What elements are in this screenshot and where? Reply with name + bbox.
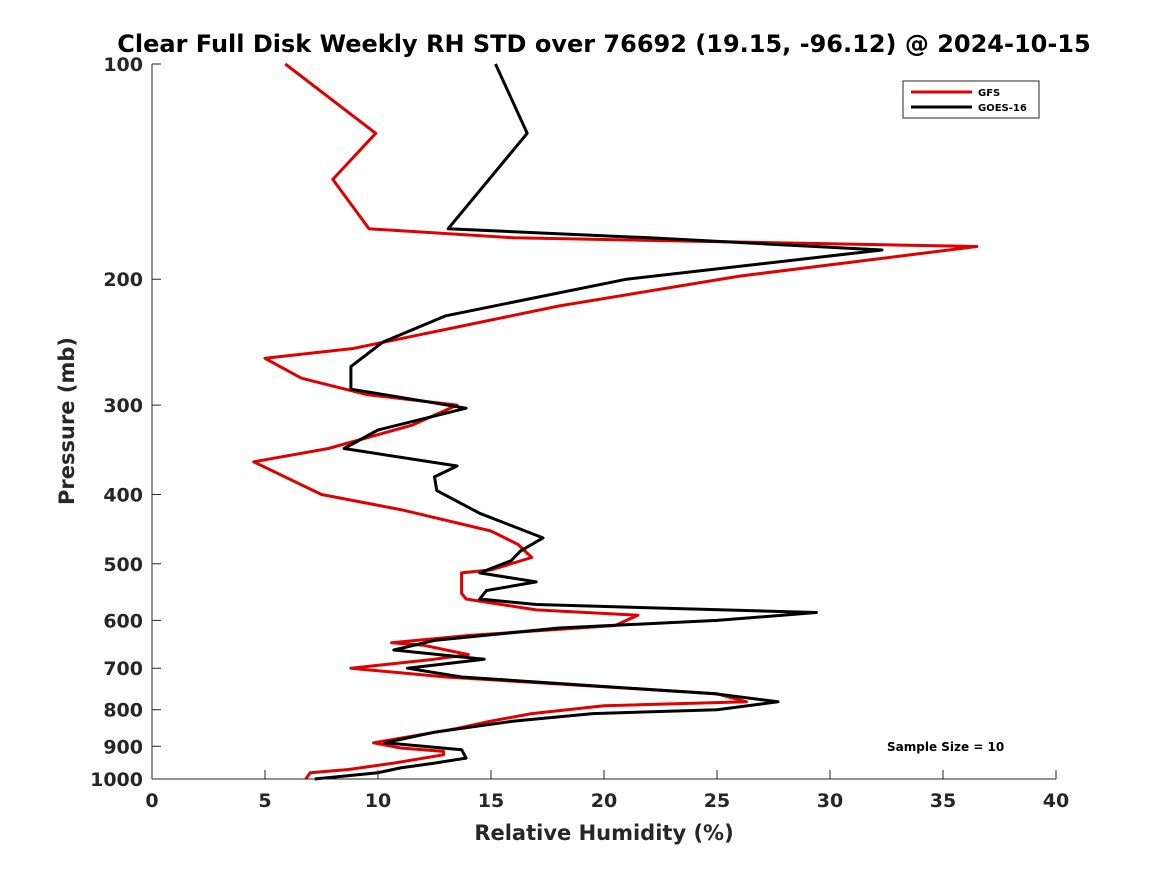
x-tick-label: 40 [1043, 790, 1069, 812]
x-ticks: 0 5 10 15 20 25 30 35 40 [145, 770, 1069, 812]
x-tick-label: 5 [258, 790, 271, 812]
x-tick-label: 15 [478, 790, 504, 812]
x-tick-label: 30 [817, 790, 843, 812]
legend: GFS GOES-16 [902, 80, 1040, 119]
x-tick-label: 35 [930, 790, 956, 812]
legend-label-gfs: GFS [978, 88, 1000, 99]
x-tick-label: 10 [365, 790, 391, 812]
series-layer [252, 62, 979, 781]
legend-box [902, 80, 1040, 119]
y-tick-label: 500 [103, 554, 143, 576]
sample-size-annotation: Sample Size = 10 [887, 740, 1004, 754]
y-tick-label: 600 [103, 610, 143, 632]
y-tick-label: 700 [103, 658, 143, 680]
x-axis-label: Relative Humidity (%) [474, 821, 733, 845]
y-ticks: 100 200 300 400 500 600 700 800 900 1000 [90, 54, 161, 791]
series-line-goes16 [314, 63, 884, 781]
y-tick-label: 1000 [90, 769, 143, 791]
chart-title: Clear Full Disk Weekly RH STD over 76692… [117, 30, 1090, 58]
x-tick-label: 0 [145, 790, 158, 812]
legend-label-goes16: GOES-16 [978, 103, 1027, 114]
x-tick-label: 25 [704, 790, 730, 812]
y-tick-label: 200 [103, 269, 143, 291]
y-tick-label: 400 [103, 484, 143, 506]
x-tick-label: 20 [591, 790, 617, 812]
y-tick-label: 900 [103, 736, 143, 758]
y-tick-label: 800 [103, 700, 143, 722]
y-axis-label: Pressure (mb) [55, 337, 79, 505]
y-tick-label: 100 [103, 54, 143, 76]
y-tick-label: 300 [103, 395, 143, 417]
